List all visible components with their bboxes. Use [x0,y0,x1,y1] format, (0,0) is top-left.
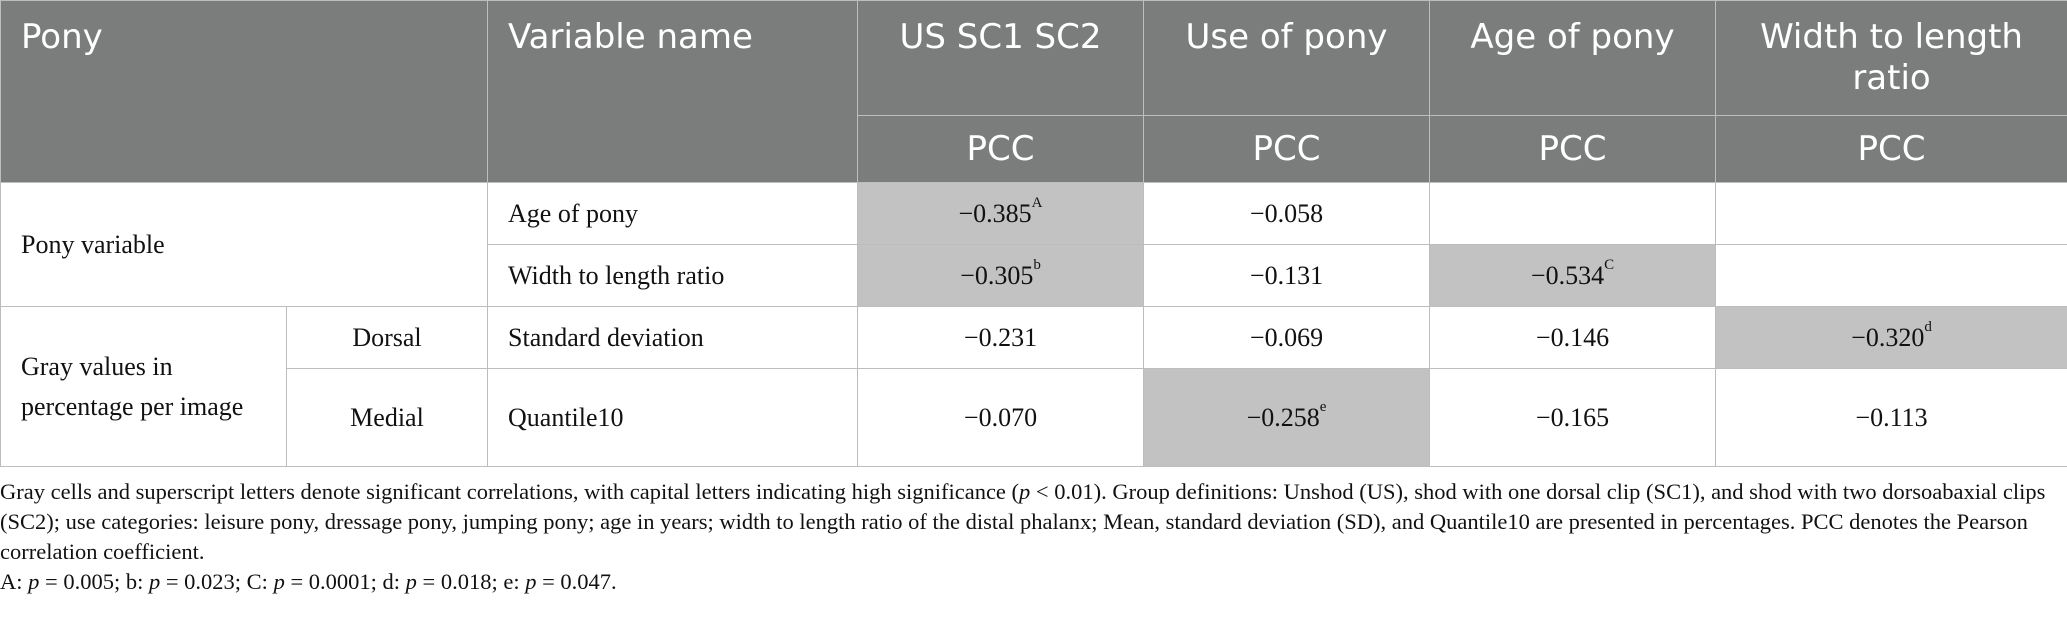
group-gray-values: Gray values in percentage per image [0,306,287,467]
value-cell-significant: −0.385A [857,182,1145,245]
header-row-1: Pony Variable name US SC1 SC2 Use of pon… [0,0,2067,183]
pvalue-label: d: [382,569,406,594]
value-text: −0.534 [1530,260,1605,290]
header-variable-name: Variable name [487,0,859,183]
footnote-pvalues: A: p = 0.005; b: p = 0.023; C: p = 0.000… [0,567,2067,597]
value-cell: −0.070 [857,368,1145,467]
subgroup-dorsal: Dorsal [285,306,489,369]
pvalue-value: = 0.018; [416,569,504,594]
value-cell-significant: −0.258e [1143,368,1431,467]
value-cell-significant: −0.534C [1429,244,1717,307]
significance-superscript: b [1033,256,1041,273]
pvalue-label: A: [0,569,29,594]
value-cell: −0.113 [1715,368,2067,467]
header-pcc: PCC [857,115,1145,183]
significance-superscript: C [1604,256,1615,273]
pvalue-label: b: [125,569,149,594]
value-text: −0.258 [1246,402,1320,432]
header-pcc: PCC [1715,115,2067,183]
group-pony-variable: Pony variable [0,182,489,307]
header-pcc: PCC [1143,115,1431,183]
value-cell: −0.131 [1143,244,1431,307]
significance-superscript: e [1319,398,1327,415]
correlation-table: Pony Variable name US SC1 SC2 Use of pon… [0,0,2067,467]
value-cell: −0.165 [1429,368,1717,467]
variable-cell: Standard deviation [487,306,859,369]
value-text: −0.320 [1851,322,1925,352]
pvalue-value: = 0.023; [160,569,247,594]
pvalue-value: = 0.005; [39,569,126,594]
header-pcc: PCC [1429,115,1717,183]
footnote-description: Gray cells and superscript letters denot… [0,477,2067,567]
footnote-p-symbol: p [405,569,417,594]
value-text: −0.305 [960,260,1034,290]
variable-cell: Width to length ratio [487,244,859,307]
footnote-p-symbol: p [525,569,537,594]
table-footnotes: Gray cells and superscript letters denot… [0,477,2067,597]
footnote-text: < 0.01). Group definitions: Unshod (US),… [0,479,2046,564]
pvalue-value: = 0.0001; [284,569,383,594]
pvalue-label: C: [246,569,274,594]
value-cell-empty [1715,244,2067,307]
header-pony: Pony [0,0,489,183]
footnote-p-symbol: p [1019,479,1031,504]
subgroup-medial: Medial [285,368,489,467]
value-text: −0.385 [958,198,1032,228]
table-row: Medial Quantile10 −0.070 −0.258e −0.165 … [1,368,2067,467]
header-row-2: PCC PCC PCC PCC [1,115,2067,183]
significance-superscript: d [1924,318,1932,335]
value-cell-significant: −0.320d [1715,306,2067,369]
pvalue-label: e: [503,569,526,594]
value-cell-empty [1429,182,1717,245]
value-cell-empty [1715,182,2067,245]
correlation-table-figure: Pony Variable name US SC1 SC2 Use of pon… [0,0,2067,594]
header-us-sc: US SC1 SC2 [857,0,1145,116]
significance-superscript: A [1031,194,1043,211]
header-width-ratio: Width to length ratio [1715,0,2067,116]
value-cell-significant: −0.305b [857,244,1145,307]
header-age-of-pony: Age of pony [1429,0,1717,116]
value-cell: −0.146 [1429,306,1717,369]
pvalue-value: = 0.047. [536,569,617,594]
table-row: Gray values in percentage per image Dors… [0,306,2067,467]
value-cell: −0.058 [1143,182,1431,245]
footnote-p-symbol: p [148,569,161,594]
value-cell: −0.069 [1143,306,1431,369]
table-row: Pony variable Age of pony −0.385A −0.058 [0,182,2067,307]
value-cell: −0.231 [857,306,1145,369]
footnote-text: Gray cells and superscript letters denot… [0,479,1020,504]
variable-cell: Quantile10 [487,368,859,467]
footnote-p-symbol: p [28,569,40,594]
variable-cell: Age of pony [487,182,859,245]
footnote-p-symbol: p [273,569,285,594]
header-use-of-pony: Use of pony [1143,0,1431,116]
